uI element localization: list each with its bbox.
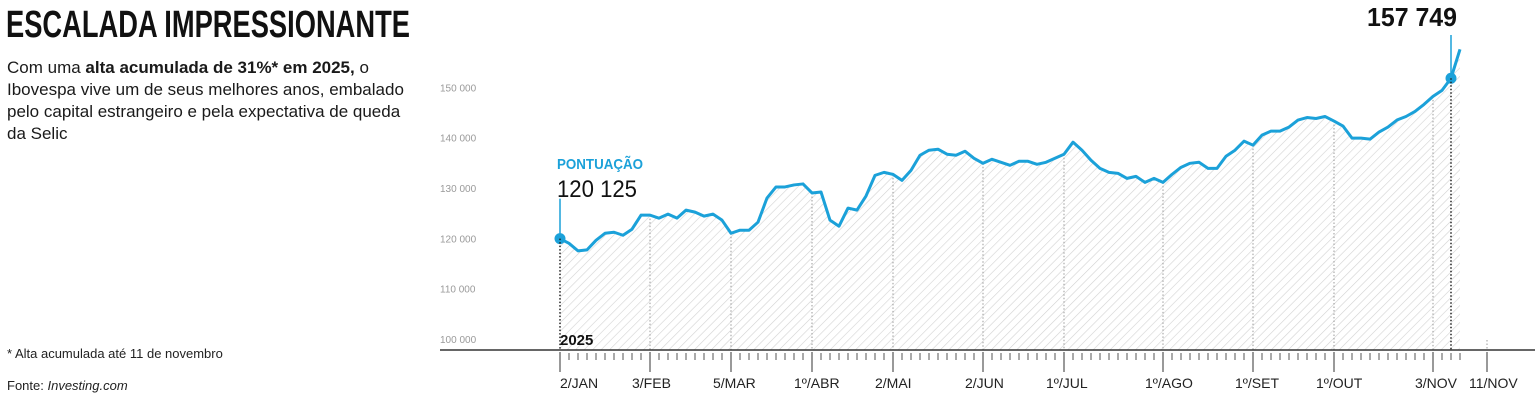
y-tick-label: 120 000 (440, 234, 477, 245)
chart-title: ESCALADA IMPRESSIONANTE (6, 4, 410, 46)
value-label: 120 125 (557, 176, 637, 203)
x-tick-label: 1º/ABR (794, 375, 840, 391)
x-tick-label: 1º/SET (1235, 375, 1279, 391)
line (559, 48, 1462, 253)
plot: 100 000 110 000 120 000 130 000 140 000 150 0… (440, 2, 1535, 391)
subtitle: Com uma alta acumulada de 31%* em 2025, … (7, 57, 407, 145)
value-label: 157 749 (1367, 2, 1457, 32)
subtitle-part: Com uma (7, 58, 86, 77)
x-tick-label: 11/NOV (1469, 375, 1518, 391)
y-tick-label: 110 000 (440, 285, 476, 296)
x-tick-label: 1º/JUL (1046, 375, 1088, 391)
area (560, 49, 1460, 351)
y-tick-label: 150 000 (440, 83, 477, 94)
y-tick-label: 140 000 (440, 134, 477, 145)
y-tick-label: 130 000 (440, 184, 477, 195)
x-tick-label: 5/MAR (713, 375, 756, 391)
x-tick-label: 1º/OUT (1316, 375, 1363, 391)
subtitle-part: alta acumulada de 31%* em 2025, (85, 58, 355, 77)
x-tick-label: 3/FEB (632, 375, 671, 391)
footnote: * Alta acumulada até 11 de novembro (7, 346, 223, 361)
source: Fonte: Investing.com (7, 378, 128, 393)
source-label: Fonte: (7, 378, 44, 393)
x-tick-label: 1º/AGO (1145, 375, 1193, 391)
series-label: PONTUAÇÃO (557, 155, 643, 173)
subtitle-part: o Ibovespa vive um de seus melhores anos… (7, 58, 404, 143)
source-name: Investing.com (47, 378, 127, 393)
x-tick-label: 2/JUN (965, 375, 1004, 391)
y-tick-label: 100 000 (440, 335, 477, 346)
year-label: 2025 (560, 332, 593, 349)
x-tick-label: 3/NOV (1415, 375, 1458, 391)
x-tick-label: 2/MAI (875, 375, 912, 391)
x-tick-label: 2/JAN (560, 375, 598, 391)
